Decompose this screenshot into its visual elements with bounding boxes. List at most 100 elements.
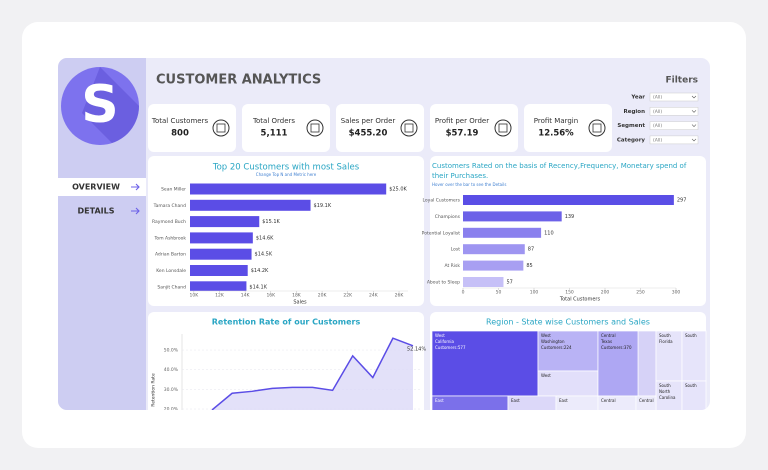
value-label: 87 <box>528 247 534 253</box>
kpi-label: Total Customers <box>151 117 209 125</box>
bar <box>190 248 252 260</box>
category-label: Sanjit Chand <box>157 284 186 290</box>
bar <box>463 260 524 271</box>
chart-title: Top 20 Customers with most Sales <box>212 163 360 173</box>
treemap-label: Central <box>601 333 616 338</box>
treemap-label: California <box>435 339 455 344</box>
panel <box>148 156 424 306</box>
nav-arrow <box>131 207 140 215</box>
kpi-label: Total Orders <box>252 117 295 125</box>
treemap-cell <box>637 330 657 397</box>
y-tick-label: 50.0% <box>164 348 179 354</box>
treemap-label: South <box>685 383 697 388</box>
filter-dropdown[interactable] <box>649 107 699 116</box>
nav-active[interactable] <box>58 178 146 196</box>
kpi-icon <box>216 123 226 133</box>
treemap-cell <box>431 330 539 397</box>
x-tick-label: 10K <box>190 293 200 299</box>
dropdown-caret <box>691 124 697 128</box>
kpi-icon <box>498 123 508 133</box>
kpi-card <box>524 104 612 152</box>
treemap-label: Central <box>639 398 654 403</box>
treemap-label: South <box>685 333 697 338</box>
nav-item[interactable]: OVERVIEW <box>72 183 120 192</box>
x-tick-label: 12K <box>215 293 225 299</box>
value-label: 57 <box>506 280 512 286</box>
axis-label: Sales <box>293 300 307 306</box>
nav-arrow <box>131 183 140 191</box>
value-label: $14.2K <box>251 268 269 274</box>
kpi-label: Profit per Order <box>435 117 489 125</box>
filter-dropdown[interactable] <box>649 92 699 102</box>
treemap-cell <box>681 330 707 382</box>
category-label: Loyal Customers <box>423 198 461 204</box>
value-label: $15.1K <box>262 219 280 225</box>
kpi-label: Sales per Order <box>341 117 396 125</box>
bar <box>463 244 525 255</box>
x-tick-label: 200 <box>601 290 610 296</box>
logo-letter: S <box>81 75 118 135</box>
kpi-value: $455.20 <box>349 129 388 139</box>
y-tick-label: 30.0% <box>164 387 179 393</box>
treemap-label: Central <box>601 398 616 403</box>
value-label: 52.14% <box>407 346 426 352</box>
plot: Sean Miller $25.0K Tamara Chand $19.1K Raymo… <box>152 183 408 291</box>
treemap-label: Customers:370 <box>601 345 632 350</box>
kpi-value: 800 <box>171 129 189 139</box>
value-label: $19.1K <box>314 203 332 209</box>
treemap-label: South <box>659 333 671 338</box>
value-label: $14.1K <box>249 284 267 290</box>
y-tick-label: 40.0% <box>164 367 179 373</box>
kpi-value: 12.56% <box>538 129 574 139</box>
x-tick-label: 50 <box>496 290 502 296</box>
filter-label: Segment <box>617 123 645 129</box>
x-tick-label: 22K <box>343 293 353 299</box>
treemap-label: North <box>659 389 671 394</box>
dropdown-caret <box>691 95 697 99</box>
category-label: Tamara Chand <box>153 203 187 209</box>
area <box>212 338 413 410</box>
filter-label: Region <box>624 109 646 115</box>
treemap-label: East <box>559 398 568 403</box>
x-tick-label: 18K <box>292 293 302 299</box>
nav-item[interactable]: DETAILS <box>78 207 115 216</box>
chart-title: Retention Rate of our Customers <box>212 318 361 327</box>
x-tick-label: 300 <box>672 290 681 296</box>
kpi-icon <box>588 119 606 137</box>
filter-value: (All) <box>653 123 662 129</box>
category-label: Tom Ashbrook <box>153 235 186 241</box>
treemap-label: Texas <box>600 339 612 344</box>
kpi-card <box>148 104 236 152</box>
category-label: About to Sleep <box>427 280 460 286</box>
value-label: $14.6K <box>256 235 274 241</box>
filter-dropdown[interactable] <box>649 121 699 130</box>
treemap-label: Carolina <box>659 395 676 400</box>
logo-shadow <box>82 67 139 143</box>
treemap-label: South <box>659 383 671 388</box>
kpi-card <box>430 104 518 152</box>
x-tick-label: 0 <box>462 290 465 296</box>
bar <box>463 277 504 287</box>
filter-dropdown[interactable] <box>649 135 699 145</box>
x-tick-label: 26K <box>395 293 405 299</box>
kpi-icon <box>310 123 320 133</box>
filters-title: Filters <box>665 76 698 86</box>
bar <box>463 195 674 205</box>
kpi-icon <box>306 119 324 137</box>
treemap-cell <box>597 330 639 397</box>
x-tick-label: 20K <box>318 293 328 299</box>
treemap-label: Customers:577 <box>435 345 466 350</box>
chart-title: Customers Rated on the basis of Recency,… <box>432 162 687 180</box>
y-tick-label: 20.0% <box>164 407 179 413</box>
treemap-cell <box>681 380 707 410</box>
category-label: Lost <box>451 247 461 253</box>
treemap-label: Florida <box>659 339 673 344</box>
kpi-card <box>336 104 424 152</box>
line <box>211 337 414 410</box>
treemap-cell <box>537 370 599 397</box>
category-label: Sean Miller <box>161 187 186 193</box>
x-tick-label: 100 <box>530 290 539 296</box>
bar <box>463 227 542 238</box>
